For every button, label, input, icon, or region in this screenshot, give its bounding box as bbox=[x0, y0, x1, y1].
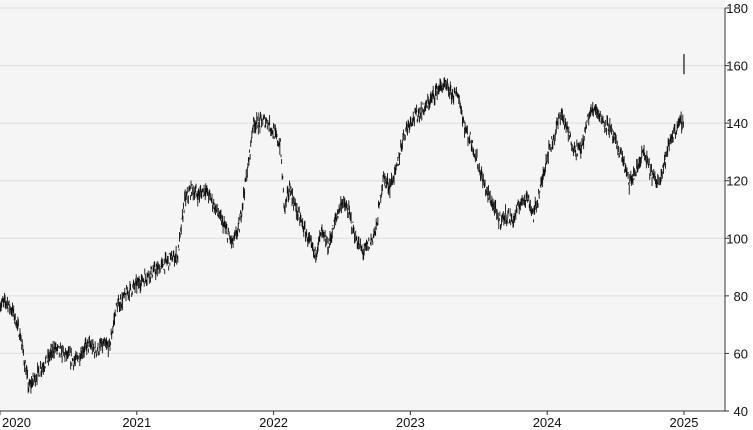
y-tick-label: 60 bbox=[734, 346, 748, 361]
plot-area bbox=[0, 0, 725, 411]
y-tick-label: 140 bbox=[726, 116, 748, 131]
y-tick-label: 180 bbox=[726, 1, 748, 16]
y-tick-label: 100 bbox=[726, 231, 748, 246]
x-tick-label: 2022 bbox=[259, 415, 288, 430]
y-tick-label: 120 bbox=[726, 174, 748, 189]
y-tick-label: 40 bbox=[734, 404, 748, 419]
x-tick-label: 2021 bbox=[122, 415, 151, 430]
x-tick-label: 2025 bbox=[670, 415, 699, 430]
price-series bbox=[0, 77, 684, 394]
y-tick-label: 80 bbox=[734, 289, 748, 304]
x-tick-label: 2024 bbox=[533, 415, 562, 430]
x-tick-label: 2020 bbox=[2, 415, 31, 430]
x-tick-label: 2023 bbox=[396, 415, 425, 430]
y-tick-label: 160 bbox=[726, 59, 748, 74]
x-axis: 2020 2021 2022 2023 2024 2025 bbox=[0, 410, 725, 430]
y-axis: 40 60 80 100 120 140 160 180 bbox=[724, 1, 748, 419]
